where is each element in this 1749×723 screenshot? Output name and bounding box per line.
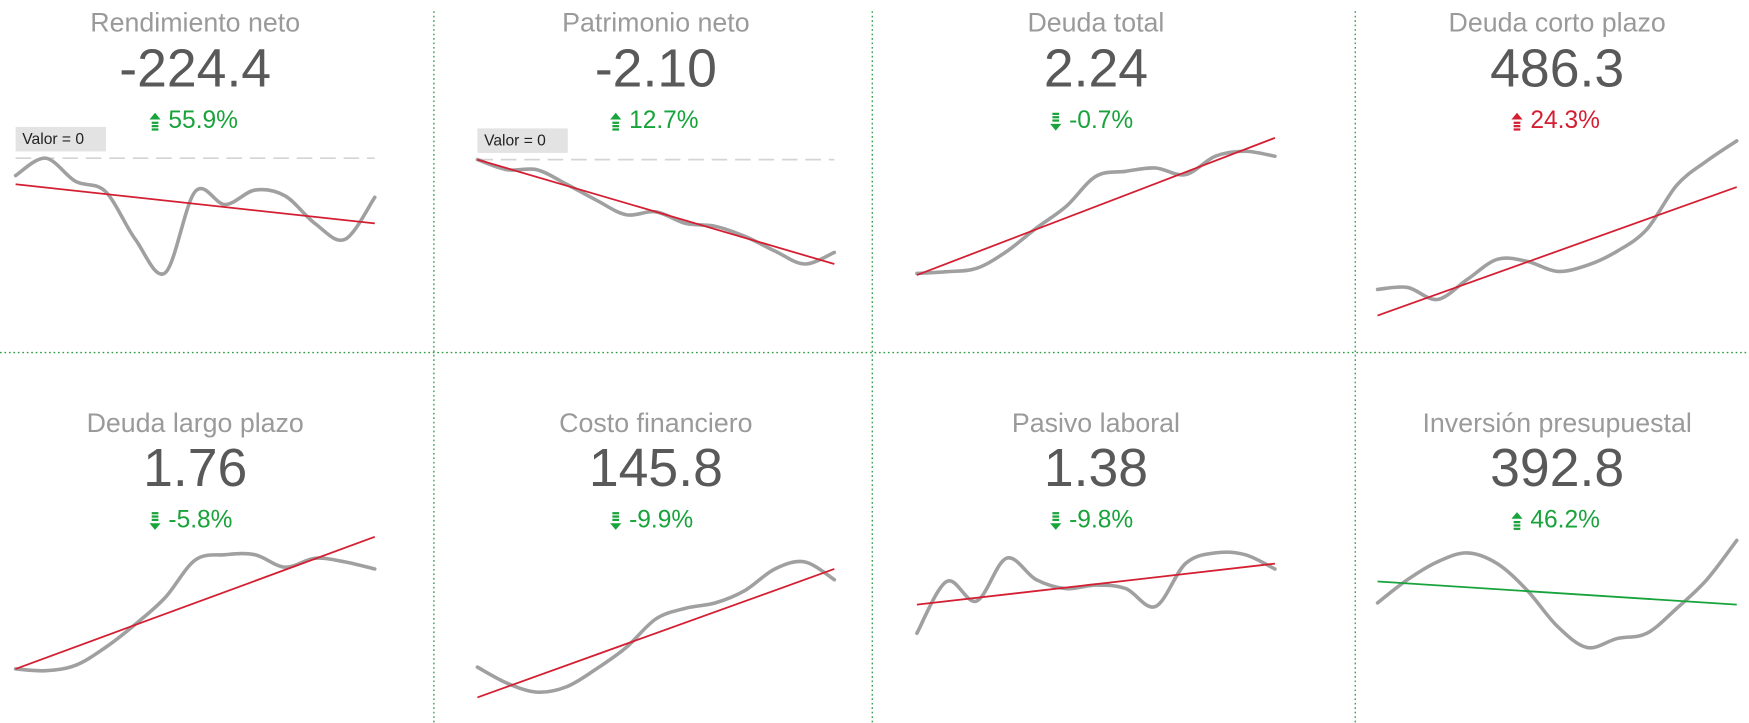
change-arrow: [1511, 112, 1523, 131]
trend-line: [477, 158, 835, 265]
sparkline: [1375, 139, 1739, 302]
change-arrow: [1050, 512, 1062, 530]
kpi-value: 145.8: [589, 439, 723, 498]
kpi-value: 2.24: [1044, 40, 1148, 99]
card-title: Deuda largo plazo: [87, 408, 304, 438]
card-title: Rendimiento neto: [90, 8, 300, 38]
card-title: Patrimonio neto: [562, 8, 749, 38]
card-title: Deuda total: [1027, 8, 1164, 38]
arrow-head: [149, 112, 161, 120]
arrow-head: [1050, 123, 1062, 131]
sparkline: [1375, 538, 1739, 650]
trend-line: [1377, 580, 1737, 606]
trend-line: [916, 562, 1276, 606]
reference-label: Valor = 0: [22, 131, 84, 148]
arrow-head: [1511, 112, 1523, 120]
change-label: -0.7%: [1069, 107, 1133, 134]
change-arrow: [610, 512, 622, 530]
card-title: Pasivo laboral: [1012, 408, 1180, 438]
trend-line: [916, 137, 1276, 276]
card-title: Costo financiero: [559, 408, 752, 438]
change-arrow: [1511, 512, 1523, 530]
reference-label-box: [477, 128, 568, 153]
change-label: 24.3%: [1530, 107, 1600, 134]
kpi-value: 486.3: [1490, 40, 1624, 99]
reference-label-box: [15, 126, 106, 152]
sparkline: [915, 149, 1277, 276]
change-arrow: [1050, 112, 1062, 131]
kpi-value: 1.38: [1044, 439, 1148, 498]
arrow-head: [1511, 512, 1523, 519]
arrow-head: [149, 523, 161, 530]
change-label: -9.9%: [629, 506, 693, 533]
card-title: Deuda corto plazo: [1449, 8, 1666, 38]
kpi-value: -224.4: [119, 40, 271, 99]
change-arrow: [610, 112, 622, 131]
kpi-value: 392.8: [1490, 439, 1624, 498]
trend-line: [1377, 186, 1738, 317]
change-arrow: [149, 512, 161, 530]
arrow-head: [1050, 523, 1062, 530]
change-label: -5.8%: [168, 506, 232, 533]
change-label: 12.7%: [629, 107, 699, 134]
arrow-head: [610, 523, 622, 530]
arrow-head: [610, 112, 622, 120]
change-label: 55.9%: [168, 107, 238, 134]
change-label: -9.8%: [1069, 506, 1133, 533]
sparkline: [475, 559, 837, 694]
card-title: Inversión presupuestal: [1422, 408, 1691, 438]
trend-line: [477, 568, 835, 699]
kpi-value: -2.10: [595, 40, 717, 99]
reference-label: Valor = 0: [484, 132, 546, 149]
change-label: 46.2%: [1530, 506, 1600, 533]
trend-line: [15, 536, 376, 670]
sparkline: [13, 156, 377, 276]
kpi-value: 1.76: [143, 439, 247, 498]
change-arrow: [149, 112, 161, 131]
trend-line: [15, 183, 375, 225]
